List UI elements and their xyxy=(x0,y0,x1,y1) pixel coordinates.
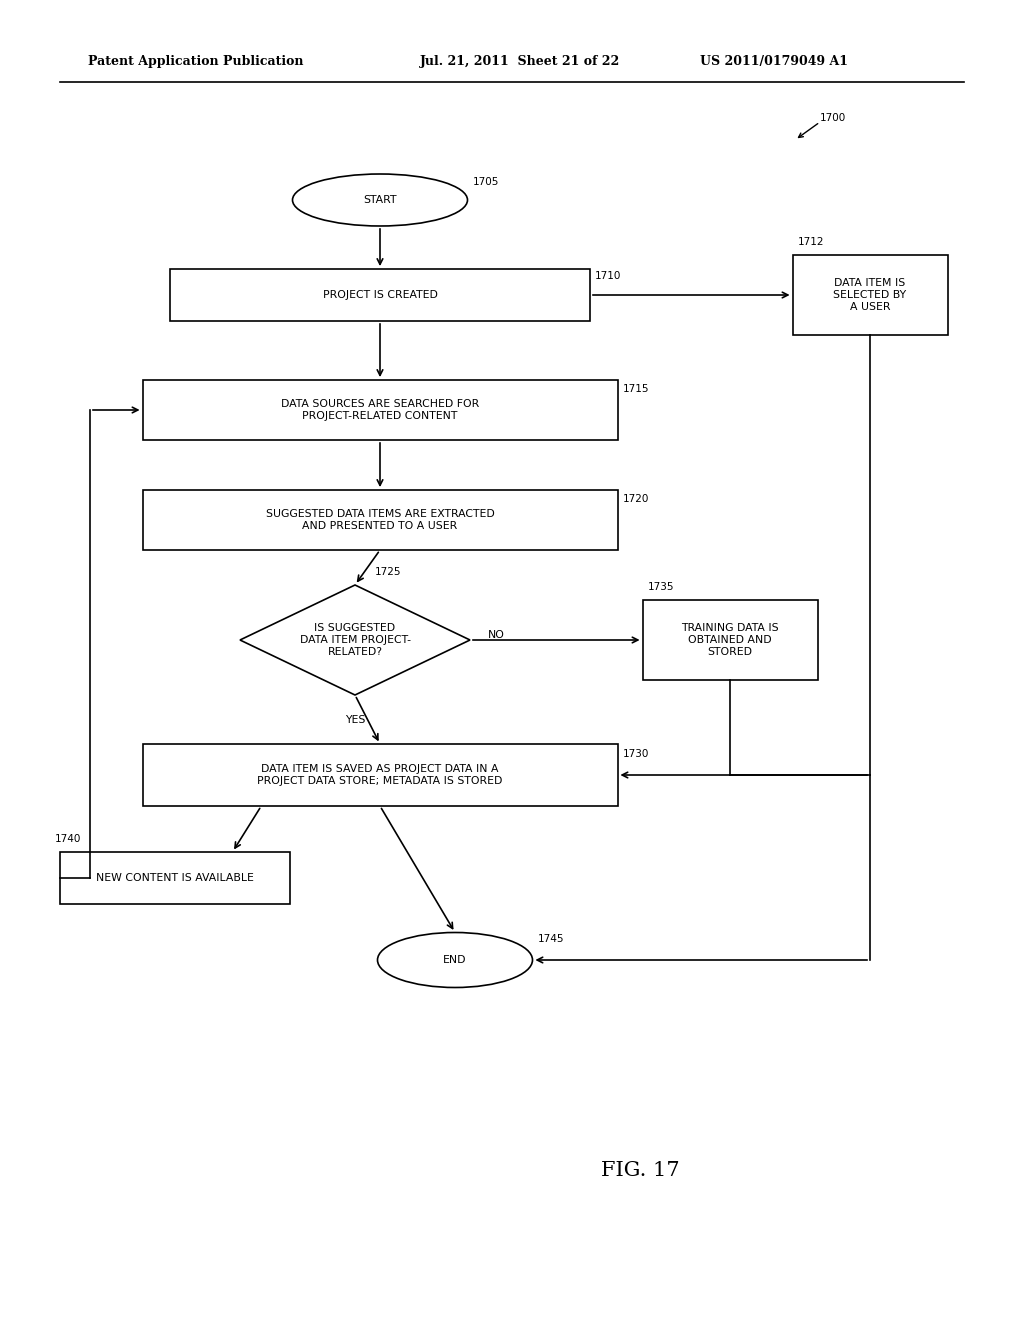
Text: US 2011/0179049 A1: US 2011/0179049 A1 xyxy=(700,55,848,69)
Text: PROJECT IS CREATED: PROJECT IS CREATED xyxy=(323,290,437,300)
Text: TRAINING DATA IS
OBTAINED AND
STORED: TRAINING DATA IS OBTAINED AND STORED xyxy=(681,623,779,656)
Text: FIG. 17: FIG. 17 xyxy=(601,1160,679,1180)
Text: END: END xyxy=(443,954,467,965)
Text: 1712: 1712 xyxy=(798,238,824,247)
Text: 1735: 1735 xyxy=(647,582,674,591)
Text: 1745: 1745 xyxy=(538,935,564,944)
Polygon shape xyxy=(240,585,470,696)
Text: 1700: 1700 xyxy=(820,114,846,123)
FancyBboxPatch shape xyxy=(142,490,617,550)
Text: Patent Application Publication: Patent Application Publication xyxy=(88,55,303,69)
Text: 1710: 1710 xyxy=(595,271,622,281)
Text: DATA SOURCES ARE SEARCHED FOR
PROJECT-RELATED CONTENT: DATA SOURCES ARE SEARCHED FOR PROJECT-RE… xyxy=(281,399,479,421)
Text: YES: YES xyxy=(345,715,366,725)
Text: 1705: 1705 xyxy=(472,177,499,187)
FancyBboxPatch shape xyxy=(142,744,617,807)
Text: 1740: 1740 xyxy=(55,834,81,843)
Ellipse shape xyxy=(378,932,532,987)
Text: NEW CONTENT IS AVAILABLE: NEW CONTENT IS AVAILABLE xyxy=(96,873,254,883)
FancyBboxPatch shape xyxy=(170,269,590,321)
Text: 1725: 1725 xyxy=(375,568,401,577)
Text: START: START xyxy=(364,195,396,205)
Text: 1730: 1730 xyxy=(623,748,649,759)
Text: IS SUGGESTED
DATA ITEM PROJECT-
RELATED?: IS SUGGESTED DATA ITEM PROJECT- RELATED? xyxy=(299,623,411,656)
FancyBboxPatch shape xyxy=(142,380,617,440)
Text: SUGGESTED DATA ITEMS ARE EXTRACTED
AND PRESENTED TO A USER: SUGGESTED DATA ITEMS ARE EXTRACTED AND P… xyxy=(265,510,495,531)
FancyBboxPatch shape xyxy=(642,601,817,680)
Text: 1715: 1715 xyxy=(623,384,649,393)
Ellipse shape xyxy=(293,174,468,226)
FancyBboxPatch shape xyxy=(793,255,947,335)
FancyBboxPatch shape xyxy=(60,851,290,904)
Text: DATA ITEM IS SAVED AS PROJECT DATA IN A
PROJECT DATA STORE; METADATA IS STORED: DATA ITEM IS SAVED AS PROJECT DATA IN A … xyxy=(257,764,503,785)
Text: 1720: 1720 xyxy=(623,494,649,504)
Text: NO: NO xyxy=(488,630,505,640)
Text: DATA ITEM IS
SELECTED BY
A USER: DATA ITEM IS SELECTED BY A USER xyxy=(834,279,906,312)
Text: Jul. 21, 2011  Sheet 21 of 22: Jul. 21, 2011 Sheet 21 of 22 xyxy=(420,55,621,69)
